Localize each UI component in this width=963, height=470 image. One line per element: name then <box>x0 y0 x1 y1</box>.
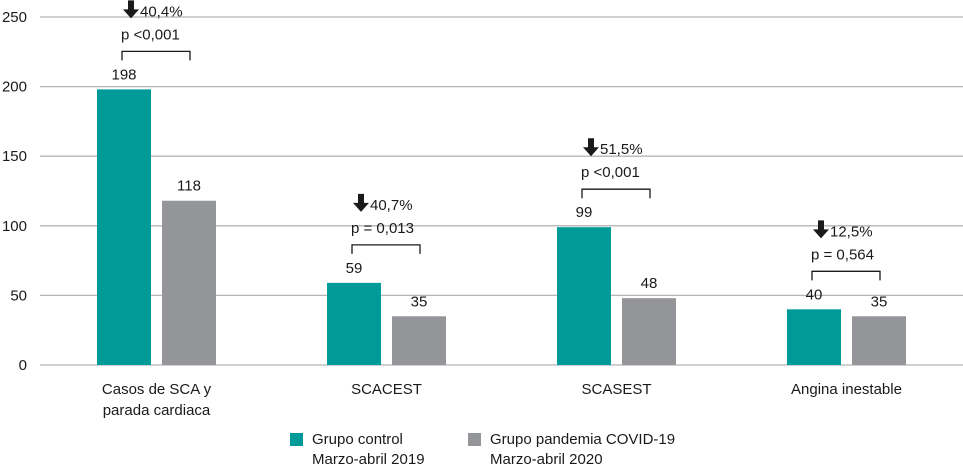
p-value-label: p = 0,564 <box>811 246 874 263</box>
data-label: 198 <box>111 66 136 83</box>
percent-change-label: 51,5% <box>600 141 643 158</box>
data-label: 118 <box>177 178 201 195</box>
legend-item-pandemia: Grupo pandemia COVID-19 Marzo-abril 2020 <box>468 430 675 470</box>
legend-item-control: Grupo control Marzo-abril 2019 <box>290 430 425 470</box>
down-arrow-icon <box>123 0 139 19</box>
y-tick-label: 50 <box>10 287 27 304</box>
p-value-label: p <0,001 <box>121 26 180 43</box>
down-arrow-icon <box>813 220 829 239</box>
x-tick-label: parada cardiaca <box>103 402 211 419</box>
percent-change-label: 40,7% <box>370 197 413 214</box>
bar <box>622 298 676 365</box>
legend-swatch-pandemia <box>468 433 481 446</box>
data-label: 59 <box>346 260 363 277</box>
x-tick-label: SCASEST <box>581 381 651 398</box>
legend-sublabel-pandemia: Marzo-abril 2020 <box>490 451 603 468</box>
data-label: 35 <box>871 293 888 310</box>
p-value-label: p <0,001 <box>581 164 640 181</box>
bar <box>557 227 611 365</box>
data-label: 99 <box>576 204 593 221</box>
legend-label-pandemia: Grupo pandemia COVID-19 <box>490 431 676 448</box>
significance-bracket <box>581 188 651 199</box>
bar <box>392 316 446 365</box>
y-tick-label: 150 <box>2 148 27 165</box>
legend-sublabel-control: Marzo-abril 2019 <box>312 451 425 468</box>
y-tick-label: 0 <box>19 357 27 374</box>
significance-bracket <box>811 270 881 281</box>
p-value-label: p = 0,013 <box>351 220 414 237</box>
x-tick-label: Angina inestable <box>791 381 902 398</box>
data-label: 48 <box>641 275 658 292</box>
legend-swatch-control <box>290 433 303 446</box>
y-tick-label: 100 <box>2 218 27 235</box>
bar <box>327 282 381 365</box>
significance-bracket <box>351 244 421 254</box>
x-tick-label: SCACEST <box>351 381 422 398</box>
bar <box>162 200 216 365</box>
y-tick-label: 200 <box>2 79 27 96</box>
data-label: 35 <box>411 293 428 310</box>
data-label: 40 <box>806 286 823 303</box>
significance-bracket <box>121 50 191 61</box>
bar <box>852 316 906 365</box>
x-tick-label: Casos de SCA y <box>102 381 212 398</box>
down-arrow-icon <box>583 138 599 157</box>
y-tick-label: 250 <box>2 9 27 26</box>
down-arrow-icon <box>353 193 369 212</box>
percent-change-label: 40,4% <box>140 3 183 20</box>
bar <box>787 309 841 365</box>
percent-change-label: 12,5% <box>830 223 873 240</box>
bar-chart: 0 50 100 150 200 250 198 118 Casos de SCA y parad… <box>2 0 963 419</box>
bar <box>97 89 151 365</box>
legend-label-control: Grupo control <box>312 431 403 448</box>
